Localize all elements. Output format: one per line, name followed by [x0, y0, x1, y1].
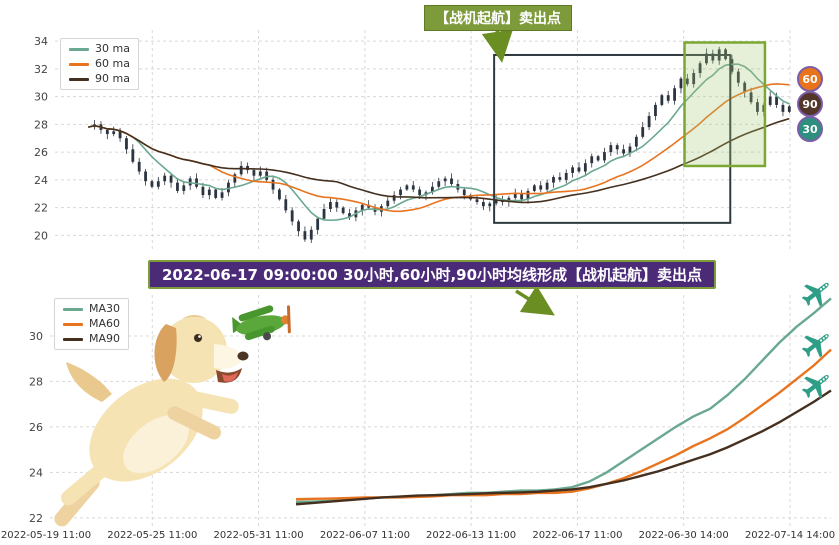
legend-item-ma60: MA60 — [63, 318, 120, 330]
legend-label-ma90: MA90 — [89, 332, 121, 345]
dog-tail — [66, 362, 112, 402]
sell-point-banner: 【战机起航】卖出点 — [424, 5, 572, 31]
legend-swatch-30ma-icon — [69, 47, 89, 51]
legend-swatch-90ma-icon — [69, 77, 89, 81]
badge-ma90: 90 — [797, 91, 823, 117]
legend-item-90ma: 90 ma — [69, 73, 130, 85]
svg-text:32: 32 — [34, 63, 48, 76]
dog-nose — [237, 351, 249, 361]
svg-text:22: 22 — [29, 512, 43, 525]
legend-swatch-ma60-icon — [63, 322, 83, 326]
svg-text:28: 28 — [34, 118, 48, 131]
svg-text:24: 24 — [29, 466, 43, 479]
toy-plane-icon — [222, 292, 302, 358]
svg-text:20: 20 — [34, 229, 48, 242]
legend-label-90ma: 90 ma — [95, 72, 130, 85]
legend-swatch-60ma-icon — [69, 62, 89, 66]
dog-head — [161, 317, 227, 383]
badge-ma30: 30 — [797, 116, 823, 142]
legend-top-chart: 30 ma 60 ma 90 ma — [60, 38, 139, 90]
airplane-icon — [797, 324, 837, 364]
svg-text:22: 22 — [34, 202, 48, 215]
legend-label-ma30: MA30 — [89, 302, 121, 315]
legend-item-ma90: MA90 — [63, 333, 120, 345]
legend-swatch-ma90-icon — [63, 337, 83, 341]
badge-ma60: 60 — [797, 66, 823, 92]
x-tick-label: 2022-06-17 11:00 — [532, 530, 623, 541]
svg-text:34: 34 — [34, 35, 48, 48]
svg-text:30: 30 — [34, 91, 48, 104]
dog-illustration — [46, 292, 261, 541]
svg-text:26: 26 — [34, 146, 48, 159]
legend-bottom-chart: MA30 MA60 MA90 — [54, 298, 130, 350]
x-axis-labels: 2022-05-19 11:00 2022-05-25 11:00 2022-05-… — [0, 530, 839, 544]
svg-text:26: 26 — [29, 421, 43, 434]
svg-text:24: 24 — [34, 174, 48, 187]
dog-mouth — [216, 368, 242, 383]
x-tick-label: 2022-05-19 11:00 — [0, 530, 92, 541]
legend-label-30ma: 30 ma — [95, 42, 130, 55]
x-tick-label: 2022-06-30 14:00 — [638, 530, 729, 541]
x-tick-label: 2022-07-14 14:00 — [744, 530, 836, 541]
legend-swatch-ma30-icon — [63, 307, 83, 311]
legend-item-ma30: MA30 — [63, 303, 120, 315]
legend-item-30ma: 30 ma — [69, 43, 130, 55]
legend-label-60ma: 60 ma — [95, 57, 130, 70]
airplane-icon — [797, 273, 837, 312]
x-tick-label: 2022-06-13 11:00 — [426, 530, 517, 541]
dog-eye — [194, 334, 202, 342]
legend-item-60ma: 60 ma — [69, 58, 130, 70]
legend-label-ma60: MA60 — [89, 317, 121, 330]
svg-text:30: 30 — [29, 330, 43, 343]
x-tick-label: 2022-06-07 11:00 — [319, 530, 410, 541]
x-tick-label: 2022-05-31 11:00 — [213, 530, 304, 541]
x-tick-label: 2022-05-25 11:00 — [107, 530, 198, 541]
svg-text:28: 28 — [29, 375, 43, 388]
airplane-icon — [797, 365, 837, 404]
event-description-banner: 2022-06-17 09:00:00 30小时,60小时,90小时均线形成【战… — [148, 260, 717, 289]
dog-ear — [154, 324, 177, 382]
